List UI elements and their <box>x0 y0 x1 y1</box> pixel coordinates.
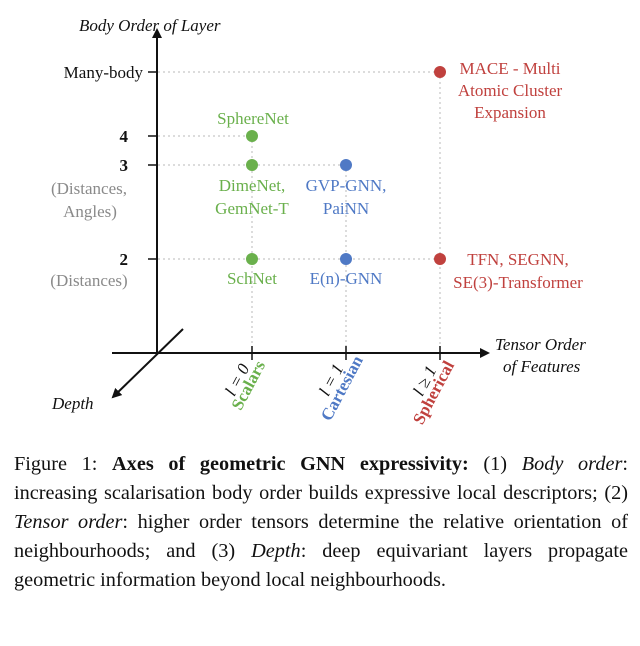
x-axis-title-line2: of Features <box>503 357 581 376</box>
depth-axis-title: Depth <box>51 394 94 413</box>
point-tfn <box>434 253 446 265</box>
label-mace-3: Expansion <box>474 103 546 122</box>
caption-body-order: Body order <box>521 453 623 475</box>
point-spherenet <box>246 130 258 142</box>
caption-prefix: Figure 1: <box>14 453 113 475</box>
caption-part-4: : deep equivariant layers propagate geom… <box>14 540 629 591</box>
expressivity-diagram: Body Order of Layer Tensor Order of Feat… <box>50 16 586 427</box>
point-gvp-gnn <box>340 159 352 171</box>
y-tick-2-desc: (Distances) <box>50 271 127 290</box>
y-tick-many-body: Many-body <box>64 63 144 82</box>
label-spherenet: SphereNet <box>217 109 289 128</box>
label-schnet: SchNet <box>227 269 277 288</box>
label-mace-1: MACE - Multi <box>459 59 560 78</box>
label-tfn-2: SE(3)-Transformer <box>453 273 583 292</box>
y-tick-3: 3 <box>120 156 129 175</box>
caption-depth: Depth <box>251 540 301 562</box>
label-dimenet-2: GemNet-T <box>215 199 289 218</box>
caption-part-2: : increasing scalarisation body order bu… <box>14 453 628 504</box>
caption-part-1: (1) <box>468 453 522 475</box>
y-tick-3-desc-2: Angles) <box>63 202 117 221</box>
caption-part-3: : higher order tensors determine the rel… <box>14 511 628 562</box>
caption-title: Axes of geometric GNN expressivity: <box>112 453 469 475</box>
y-tick-2: 2 <box>120 250 129 269</box>
depth-axis <box>111 328 184 399</box>
y-tick-4: 4 <box>120 127 129 146</box>
label-tfn-1: TFN, SEGNN, <box>467 250 569 269</box>
x-axis-title-line1: Tensor Order <box>495 335 586 354</box>
point-schnet <box>246 253 258 265</box>
label-dimenet-1: DimeNet, <box>219 176 286 195</box>
label-gvp-2: PaiNN <box>323 199 369 218</box>
point-egnn <box>340 253 352 265</box>
caption-tensor-order: Tensor order <box>14 511 123 533</box>
label-gvp-1: GVP-GNN, <box>306 176 387 195</box>
label-mace-2: Atomic Cluster <box>458 81 563 100</box>
point-dimenet <box>246 159 258 171</box>
figure-caption: Figure 1: Axes of geometric GNN expressi… <box>14 450 628 595</box>
point-mace <box>434 66 446 78</box>
label-egnn: E(n)-GNN <box>310 269 383 288</box>
y-axis-title: Body Order of Layer <box>79 16 221 35</box>
y-tick-3-desc-1: (Distances, <box>51 179 127 198</box>
